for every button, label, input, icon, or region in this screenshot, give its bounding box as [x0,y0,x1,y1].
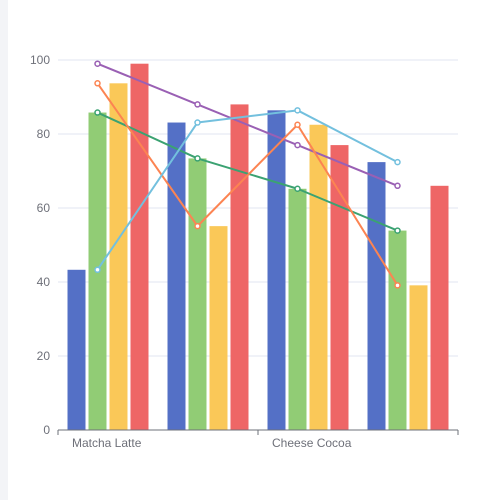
line-point-series3-cat1[interactable] [94,80,101,87]
y-tick-label: 100 [30,53,50,67]
line-point-series3-cat2[interactable] [194,222,201,230]
line-point-series1-cat2[interactable] [194,101,201,108]
line-point-series1-cat3[interactable] [294,141,301,149]
line-point-series2-cat1[interactable] [94,109,101,116]
line-point-series2-cat3[interactable] [294,185,301,193]
x-tick-label: Cheese Cocoa [272,436,352,450]
x-tick-label: Matcha Latte [72,436,142,450]
line-point-series2-cat4[interactable] [394,227,401,234]
bar-series4-cat4[interactable] [430,185,449,430]
bar-series1-cat2[interactable] [167,122,186,430]
line-point-series4-cat1[interactable] [94,266,101,274]
y-axis-ticks: 0 20 40 60 80 100 [30,53,50,437]
line-series4[interactable] [96,109,398,271]
bar-series3-cat3[interactable] [309,124,328,430]
bar-series1-cat1[interactable] [67,269,86,430]
bar-series3-cat4[interactable] [409,285,428,430]
bar-series1-cat3[interactable] [267,110,286,430]
bar-series4-cat2[interactable] [230,104,249,431]
bar-series2-cat3[interactable] [288,188,307,430]
line-point-series3-cat4[interactable] [394,282,401,289]
bar-series3-cat1[interactable] [109,83,128,430]
bar-series2-cat4[interactable] [388,230,407,430]
bar-series3-cat2[interactable] [209,226,228,430]
x-axis-ticks: Matcha Latte Cheese Cocoa [72,436,352,450]
line-series2[interactable] [97,111,398,232]
line-point-series4-cat4[interactable] [394,158,401,166]
bar-series4-cat1[interactable] [130,63,149,430]
line-point-series1-cat1[interactable] [94,60,101,67]
bar-series1-cat4[interactable] [367,162,386,430]
x-axis [57,429,459,435]
y-tick-label: 80 [37,127,51,141]
lines [94,60,401,289]
bar-series2-cat2[interactable] [188,158,207,431]
bar-series4-cat3[interactable] [330,145,349,430]
y-tick-label: 20 [37,349,51,363]
bars [67,63,449,431]
line-series3[interactable] [96,82,399,286]
line-point-series4-cat2[interactable] [194,119,201,126]
line-series1[interactable] [97,62,398,187]
line-point-series4-cat3[interactable] [294,107,301,114]
line-point-series2-cat2[interactable] [194,155,201,162]
line-point-series3-cat3[interactable] [294,121,301,128]
line-point-series1-cat4[interactable] [394,182,401,190]
y-tick-label: 0 [43,423,50,437]
y-tick-label: 40 [37,275,51,289]
y-tick-label: 60 [37,201,51,215]
